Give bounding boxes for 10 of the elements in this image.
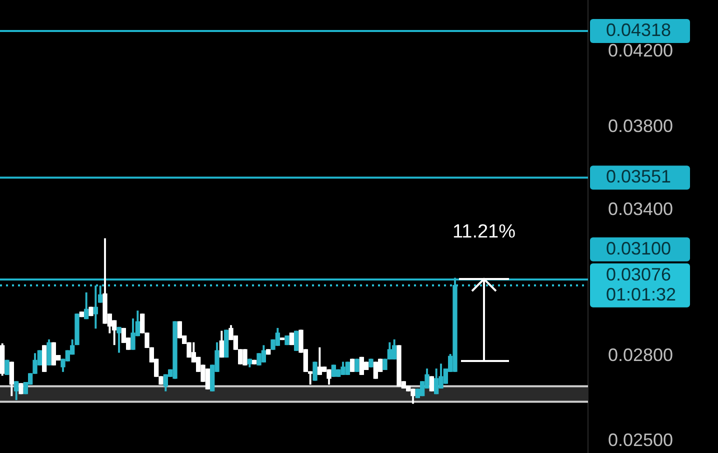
y-tick-label: 0.03800 xyxy=(608,116,674,136)
ref-line-label: 0.03100 xyxy=(606,238,672,258)
ref-line-label: 0.03551 xyxy=(606,166,672,187)
ref-line-label: 0.04318 xyxy=(606,20,672,40)
y-tick-label: 0.04200 xyxy=(608,40,674,61)
annotation: 11.21% xyxy=(452,221,516,242)
y-tick-label: 0.02500 xyxy=(608,430,674,450)
y-tick-label: 0.03400 xyxy=(608,199,674,220)
ref-line-label: 0.03076 01:01:32 xyxy=(606,264,676,304)
y-tick-label: 0.02800 xyxy=(608,344,674,365)
